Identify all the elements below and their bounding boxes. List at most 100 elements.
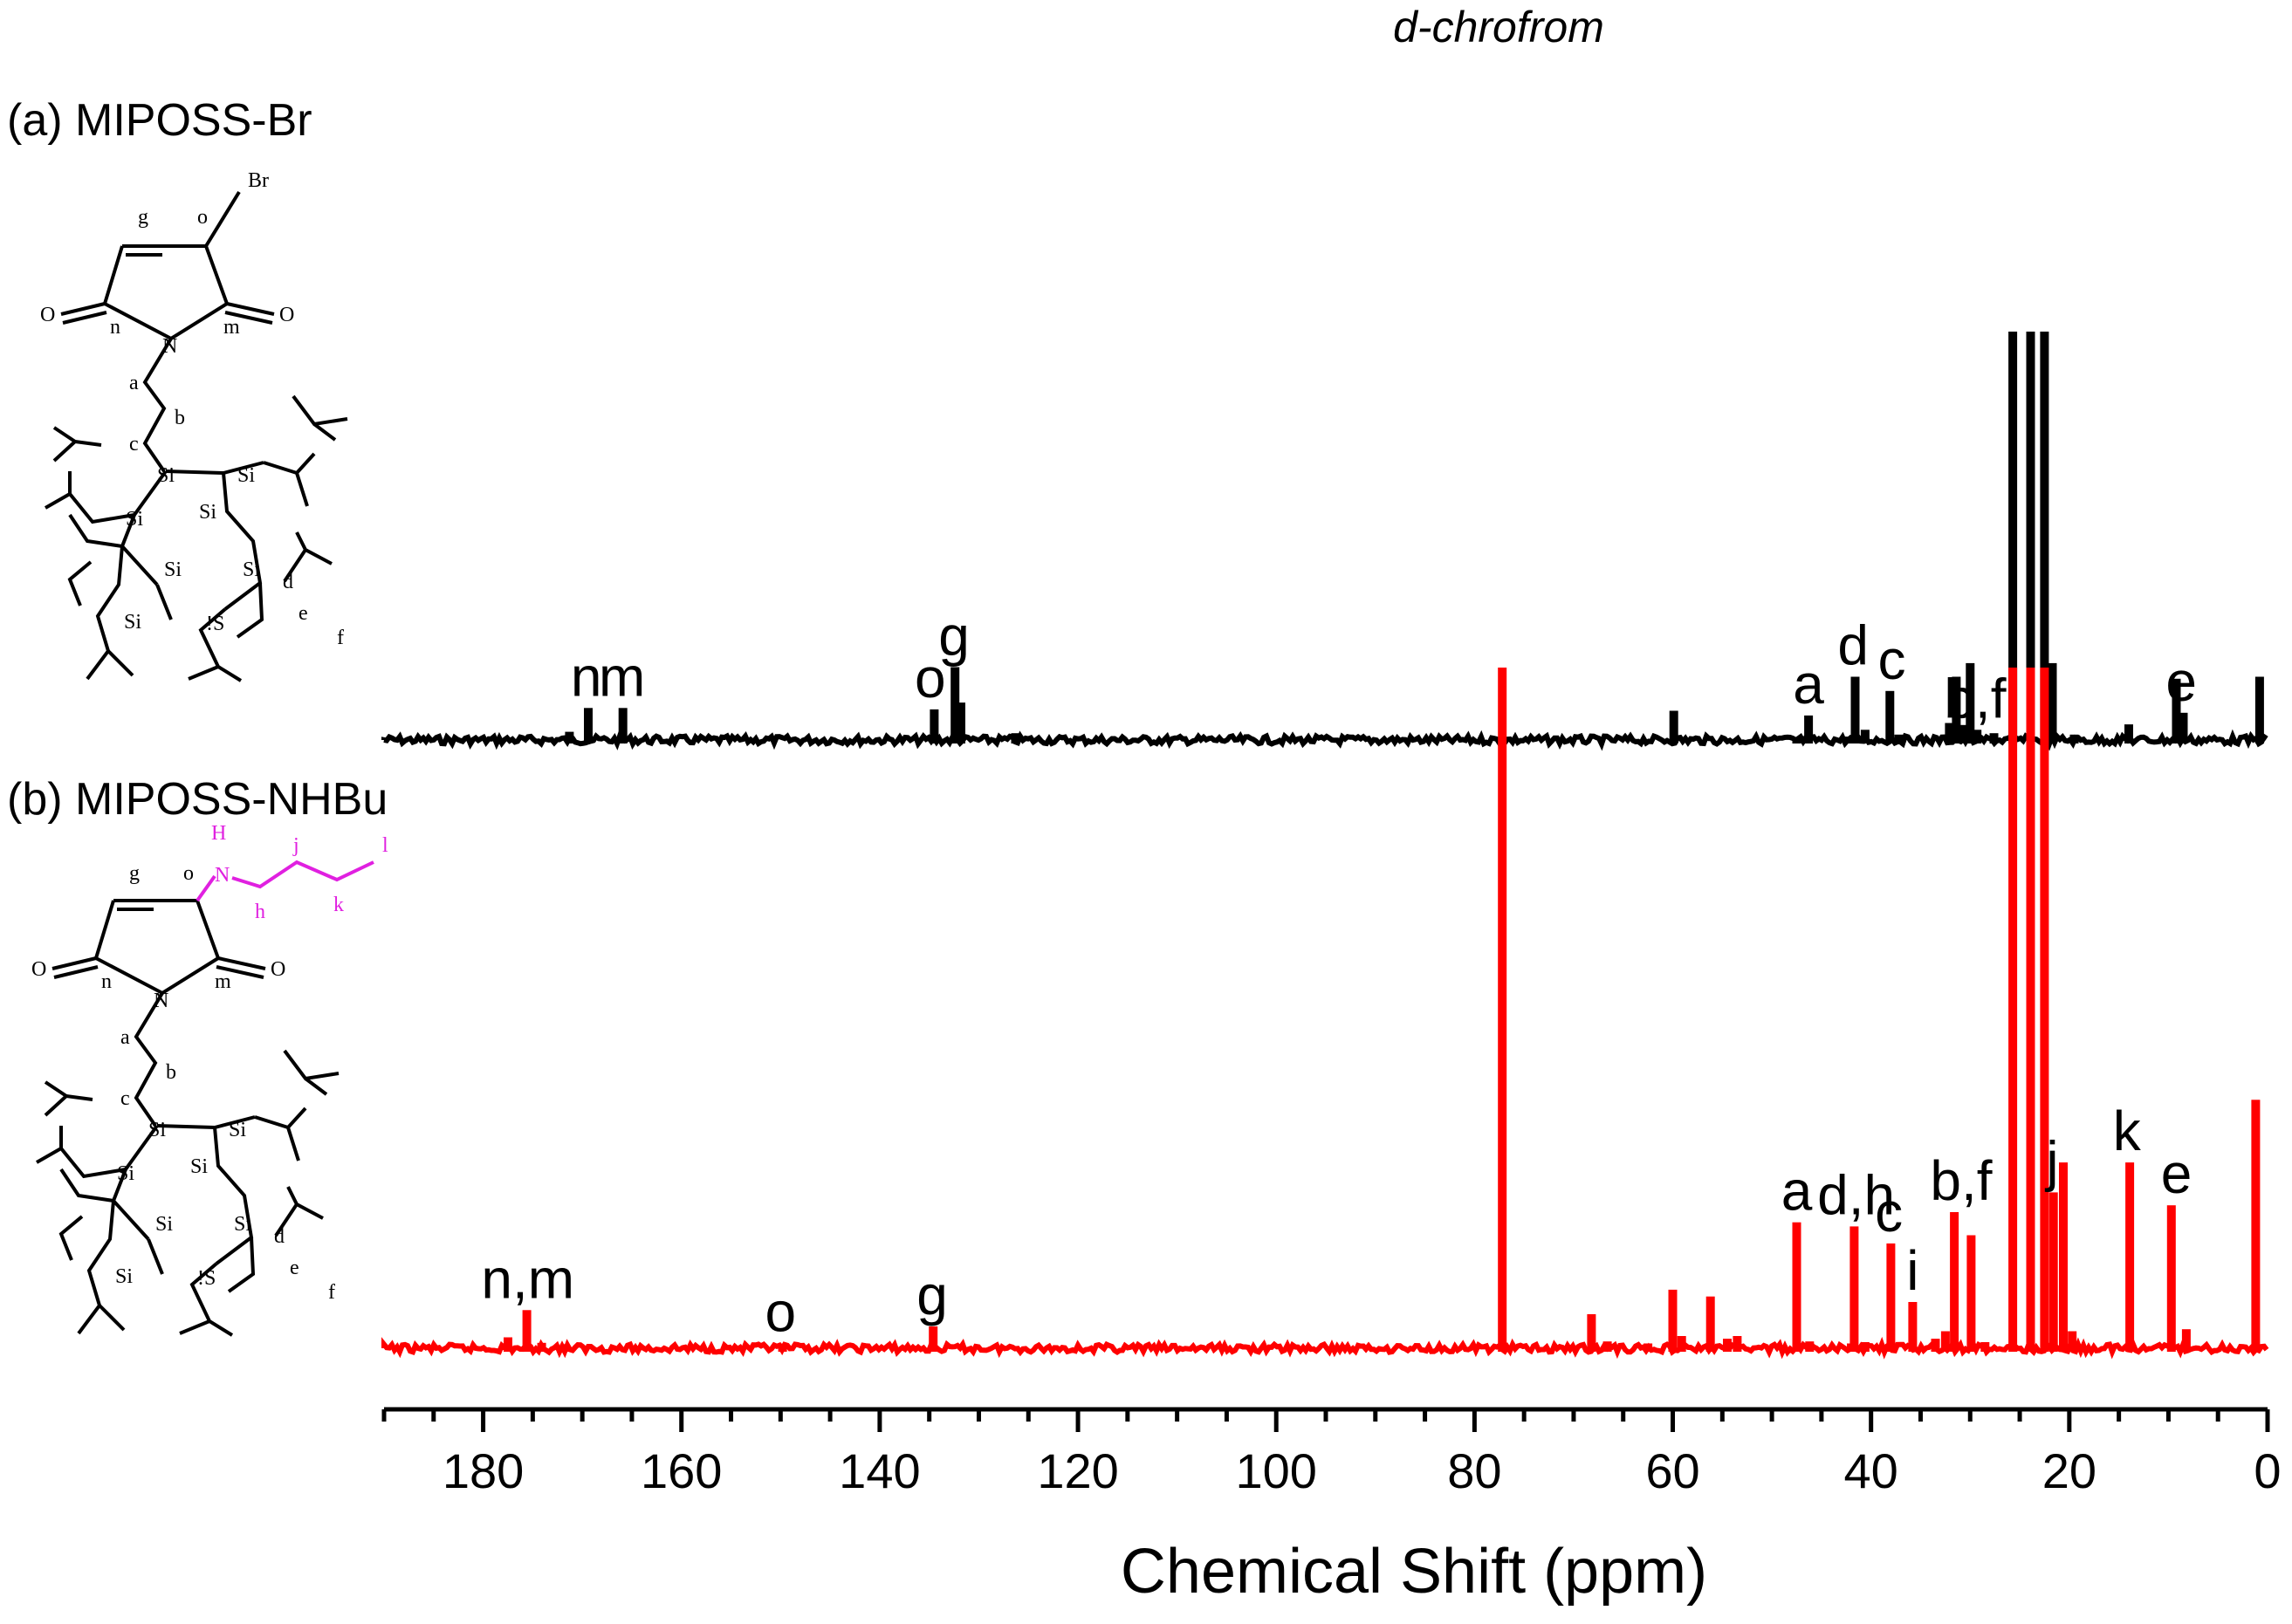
- x-tick-label: 40: [1844, 1443, 1898, 1498]
- peak: [1644, 1343, 1653, 1352]
- carbon-label-g: g: [129, 862, 140, 885]
- x-tick-label: 60: [1645, 1443, 1699, 1498]
- structure-miposs-nhbu: H N h j k l o g O O n m N a b c Si Si Si…: [31, 822, 388, 1337]
- peak: [1498, 668, 1507, 1352]
- peak: [1677, 1336, 1686, 1352]
- peak: [2254, 676, 2264, 743]
- si-5: Si: [164, 558, 182, 581]
- nh-hydrogen: H: [211, 822, 226, 845]
- miposs-nhbu-bonds: [36, 899, 340, 1337]
- peak: [504, 1337, 512, 1352]
- x-tick-label: 160: [641, 1443, 722, 1498]
- peak: [1885, 690, 1895, 743]
- peak: [2124, 724, 2133, 743]
- peak-label: a: [1793, 653, 1824, 716]
- carbon-label-e: e: [290, 1257, 299, 1279]
- carbon-label-l: l: [382, 834, 388, 857]
- carbon-label-d: d: [274, 1225, 285, 1248]
- peak: [2172, 678, 2181, 743]
- peak: [1959, 724, 1969, 743]
- peak: [1894, 734, 1904, 743]
- carbon-label-c: c: [129, 433, 139, 456]
- peak: [2026, 332, 2035, 743]
- peak-label: e: [2161, 1142, 2192, 1205]
- peak: [930, 709, 939, 743]
- peak-label: b,f: [1930, 1149, 1992, 1212]
- peak: [1966, 1235, 1976, 1352]
- x-tick-label: 80: [1447, 1443, 1501, 1498]
- carbon-label-o: o: [183, 862, 194, 885]
- peak: [2048, 662, 2057, 743]
- spectra-layer: [381, 332, 2269, 1360]
- peak: [2069, 734, 2079, 743]
- si-3: Si: [126, 508, 143, 531]
- peak: [522, 1310, 532, 1352]
- peak: [2125, 1162, 2135, 1352]
- si-4: Si: [199, 501, 216, 524]
- peak-label: b,f: [1944, 667, 2006, 730]
- peak: [2179, 712, 2188, 743]
- baseline: [381, 729, 2268, 751]
- carbon-label-c: c: [120, 1087, 130, 1110]
- peak: [2181, 1329, 2191, 1352]
- peak: [565, 731, 574, 743]
- carbon-label-j: j: [292, 834, 299, 857]
- miposs-nhbu-atom-labels: o g O O n m N a b c Si Si Si Si Si Si Si…: [31, 862, 335, 1304]
- peak: [1705, 1296, 1715, 1352]
- peak: [2008, 332, 2018, 743]
- peak: [2040, 332, 2049, 743]
- si-8: !S: [197, 1267, 216, 1290]
- x-tick-label: 20: [2042, 1443, 2096, 1498]
- peak: [950, 667, 960, 743]
- peak: [778, 1343, 787, 1352]
- peak: [1931, 1339, 1940, 1352]
- miposs-br-bonds: [45, 190, 348, 682]
- peak: [1886, 1243, 1896, 1352]
- peak-label: e: [2165, 650, 2197, 713]
- carbon-label-b: b: [175, 407, 185, 429]
- si-6: Si: [234, 1213, 251, 1236]
- peak: [618, 708, 628, 743]
- oxygen-left: O: [40, 304, 55, 326]
- peak: [1860, 1342, 1870, 1352]
- peak-label: m: [599, 645, 645, 708]
- peak: [957, 702, 965, 743]
- si-3: Si: [117, 1162, 134, 1185]
- peak-label: o: [765, 1281, 797, 1344]
- solvent-annotation: d-chrofrom: [1393, 3, 1604, 51]
- nhbu-labels: H N h j k l: [211, 822, 388, 923]
- carbon-label-a: a: [129, 372, 139, 394]
- peak: [1805, 1341, 1815, 1352]
- peak-label: n: [571, 645, 602, 708]
- peak: [1733, 1336, 1742, 1352]
- x-tick-label: 100: [1235, 1443, 1316, 1498]
- peak-label: d,h: [1817, 1163, 1895, 1226]
- peak-label: j: [2044, 1129, 2058, 1192]
- carbon-label-f: f: [337, 627, 344, 649]
- peak: [537, 1342, 546, 1352]
- peak: [1908, 1302, 1918, 1352]
- x-tick-label: 0: [2254, 1443, 2281, 1498]
- x-tick-label: 120: [1037, 1443, 1118, 1498]
- carbon-label-h: h: [255, 901, 265, 923]
- carbon-label-n: n: [101, 970, 112, 993]
- peak: [1804, 715, 1814, 743]
- peak-label: n,m: [481, 1247, 574, 1310]
- si-7: Si: [115, 1265, 133, 1288]
- peak: [1849, 1226, 1859, 1352]
- peak: [1792, 737, 1801, 743]
- oxygen-right: O: [279, 304, 294, 326]
- peak-label: c: [1878, 628, 1906, 691]
- peak: [1669, 710, 1678, 743]
- x-tick-label: 180: [443, 1443, 524, 1498]
- peak-label: o: [915, 647, 946, 709]
- panel-a-title: (a) MIPOSS-Br: [7, 95, 312, 146]
- x-axis: 180 160 140 120 100 80 60 40 20 0: [381, 1407, 2282, 1498]
- si-5: Si: [155, 1213, 173, 1236]
- peak: [1945, 723, 1954, 743]
- x-tick-label: 140: [839, 1443, 920, 1498]
- peak: [2048, 1192, 2058, 1352]
- si-7: Si: [124, 611, 141, 634]
- peak: [1602, 1341, 1612, 1352]
